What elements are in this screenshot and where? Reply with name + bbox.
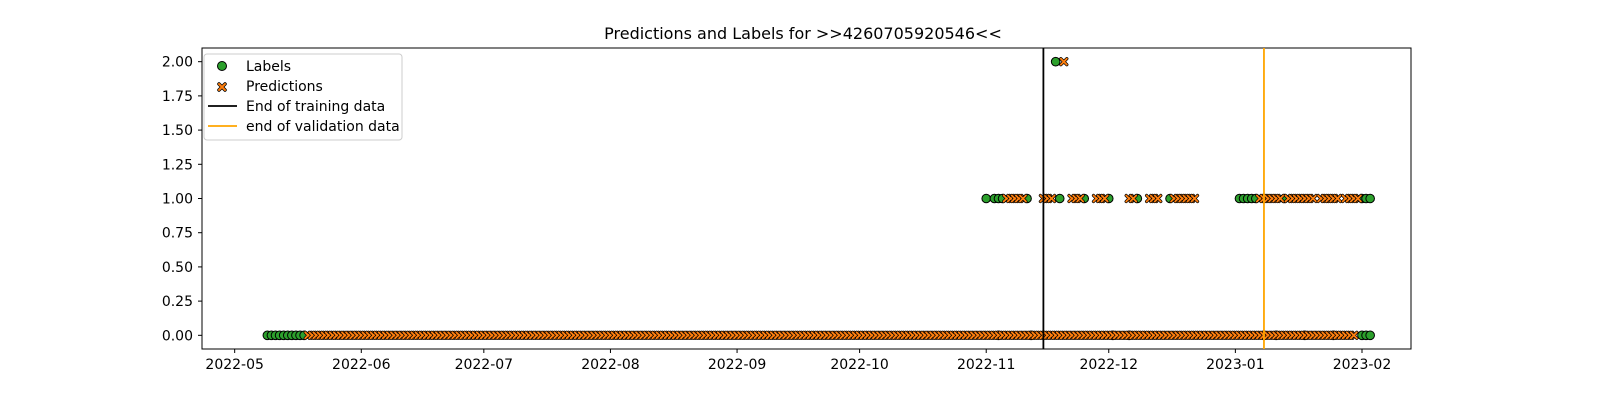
- x-tick-label: 2022-08: [581, 357, 640, 373]
- label-point: [981, 193, 992, 204]
- prediction-point: [1153, 194, 1162, 203]
- label-point: [1365, 193, 1375, 204]
- prediction-point: [1276, 194, 1285, 203]
- vertical-lines-layer: [1042, 48, 1265, 349]
- y-tick-label: 1.50: [162, 123, 193, 139]
- legend-training-text: End of training data: [246, 99, 385, 115]
- label-point: [1054, 193, 1065, 204]
- prediction-point: [1100, 194, 1109, 203]
- x-tick-label: 2022-09: [708, 357, 767, 373]
- legend-validation-text: end of validation data: [246, 119, 400, 135]
- prediction-point: [1349, 331, 1358, 340]
- x-tick-label: 2022-11: [957, 357, 1016, 373]
- y-tick-label: 1.25: [162, 157, 193, 173]
- x-tick-label: 2022-12: [1080, 357, 1139, 373]
- y-tick-label: 1.75: [162, 89, 193, 105]
- prediction-point: [1047, 194, 1056, 203]
- label-point: [1050, 56, 1061, 67]
- y-tick-label: 0.75: [162, 226, 193, 242]
- y-tick-label: 2.00: [162, 55, 193, 71]
- x-tick-label: 2022-06: [332, 357, 391, 373]
- label-point: [1365, 330, 1375, 341]
- prediction-point: [1076, 194, 1085, 203]
- x-tick-label: 2023-01: [1206, 357, 1265, 373]
- legend-labels-text: Labels: [246, 59, 291, 75]
- y-tick-label: 0.25: [162, 294, 193, 310]
- prediction-point: [1354, 194, 1362, 203]
- x-tick-label: 2022-10: [830, 357, 889, 373]
- prediction-point: [1019, 194, 1027, 203]
- x-tick-label: 2023-02: [1333, 357, 1392, 373]
- y-tick-label: 1.00: [162, 192, 193, 208]
- points-layer: [262, 56, 1375, 341]
- y-tick-label: 0.00: [162, 328, 193, 344]
- y-axis: 0.00 0.25 0.50 0.75 1.00 1.25 1.50 1.75 2.00: [162, 55, 202, 344]
- legend-predictions-text: Predictions: [246, 79, 323, 95]
- legend-predictions-marker: [218, 83, 226, 91]
- prediction-point: [1333, 194, 1342, 203]
- x-tick-label: 2022-07: [455, 357, 514, 373]
- prediction-point: [1129, 194, 1138, 203]
- series-predictions: [303, 57, 1363, 340]
- chart-title: Predictions and Labels for >>42607059205…: [604, 24, 1002, 43]
- plot-area: [201, 47, 1412, 350]
- x-tick-label: 2022-05: [205, 357, 264, 373]
- y-tick-label: 0.50: [162, 260, 193, 276]
- prediction-point: [1059, 57, 1068, 66]
- prediction-point: [1190, 194, 1199, 203]
- prediction-point: [1309, 194, 1317, 203]
- legend-labels-marker: [217, 61, 227, 71]
- legend: Labels Predictions End of training data …: [203, 53, 403, 141]
- x-axis: 2022-05 2022-06 2022-07 2022-08 2022-09 2022-…: [205, 349, 1391, 373]
- legend-box: [203, 53, 403, 141]
